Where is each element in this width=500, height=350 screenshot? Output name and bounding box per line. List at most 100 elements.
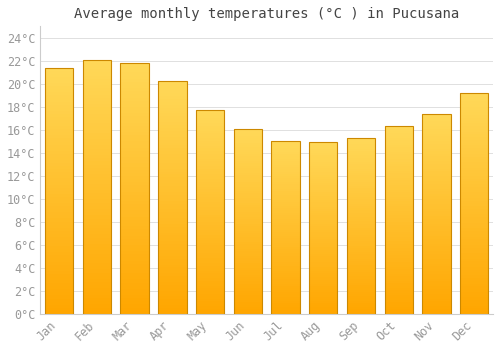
Bar: [272, 286, 299, 288]
Bar: [384, 164, 413, 166]
Bar: [120, 286, 149, 289]
Bar: [422, 184, 450, 186]
Bar: [120, 282, 149, 286]
Bar: [158, 273, 186, 276]
Bar: [422, 259, 450, 261]
Bar: [196, 172, 224, 174]
Bar: [422, 299, 450, 301]
Bar: [196, 301, 224, 304]
Bar: [158, 218, 186, 221]
Bar: [347, 155, 375, 158]
Bar: [158, 131, 186, 134]
Bar: [309, 243, 338, 245]
Bar: [347, 184, 375, 186]
Bar: [422, 176, 450, 179]
Bar: [460, 297, 488, 300]
Bar: [83, 263, 111, 266]
Bar: [45, 228, 74, 231]
Bar: [384, 230, 413, 232]
Bar: [45, 148, 74, 151]
Bar: [234, 129, 262, 314]
Bar: [196, 304, 224, 306]
Bar: [272, 193, 299, 195]
Bar: [309, 164, 338, 166]
Bar: [83, 152, 111, 155]
Bar: [158, 232, 186, 236]
Bar: [120, 289, 149, 292]
Bar: [158, 195, 186, 198]
Bar: [384, 234, 413, 237]
Bar: [234, 279, 262, 281]
Bar: [234, 131, 262, 133]
Bar: [272, 195, 299, 197]
Bar: [422, 169, 450, 171]
Bar: [422, 129, 450, 131]
Bar: [45, 172, 74, 175]
Bar: [196, 133, 224, 136]
Bar: [120, 132, 149, 135]
Bar: [196, 299, 224, 301]
Bar: [422, 269, 450, 271]
Bar: [384, 199, 413, 201]
Bar: [120, 85, 149, 88]
Bar: [272, 169, 299, 172]
Bar: [158, 93, 186, 96]
Bar: [158, 285, 186, 288]
Bar: [384, 138, 413, 140]
Bar: [196, 312, 224, 314]
Bar: [422, 294, 450, 296]
Bar: [272, 208, 299, 210]
Bar: [120, 170, 149, 173]
Bar: [422, 279, 450, 281]
Bar: [234, 265, 262, 268]
Bar: [384, 309, 413, 312]
Bar: [272, 146, 299, 148]
Bar: [120, 254, 149, 258]
Bar: [309, 275, 338, 278]
Bar: [234, 240, 262, 242]
Bar: [309, 188, 338, 190]
Bar: [45, 86, 74, 89]
Bar: [45, 203, 74, 206]
Bar: [460, 140, 488, 143]
Bar: [384, 180, 413, 183]
Bar: [309, 151, 338, 153]
Bar: [384, 237, 413, 239]
Bar: [347, 180, 375, 182]
Bar: [384, 204, 413, 206]
Bar: [384, 126, 413, 129]
Bar: [460, 198, 488, 201]
Bar: [309, 310, 338, 312]
Bar: [158, 125, 186, 128]
Bar: [120, 126, 149, 129]
Bar: [422, 229, 450, 231]
Bar: [422, 246, 450, 249]
Bar: [309, 219, 338, 222]
Bar: [422, 126, 450, 129]
Bar: [347, 287, 375, 290]
Bar: [347, 142, 375, 145]
Bar: [45, 135, 74, 139]
Bar: [272, 176, 299, 178]
Bar: [45, 200, 74, 203]
Bar: [460, 267, 488, 270]
Bar: [196, 212, 224, 215]
Bar: [347, 195, 375, 197]
Bar: [384, 206, 413, 208]
Bar: [384, 129, 413, 131]
Bar: [384, 272, 413, 274]
Bar: [83, 218, 111, 222]
Bar: [120, 301, 149, 304]
Bar: [234, 263, 262, 265]
Bar: [384, 154, 413, 157]
Bar: [460, 264, 488, 267]
Bar: [309, 232, 338, 234]
Bar: [347, 162, 375, 164]
Bar: [196, 148, 224, 151]
Bar: [196, 126, 224, 128]
Bar: [272, 215, 299, 217]
Bar: [120, 129, 149, 132]
Bar: [45, 169, 74, 172]
Bar: [45, 311, 74, 314]
Bar: [83, 279, 111, 282]
